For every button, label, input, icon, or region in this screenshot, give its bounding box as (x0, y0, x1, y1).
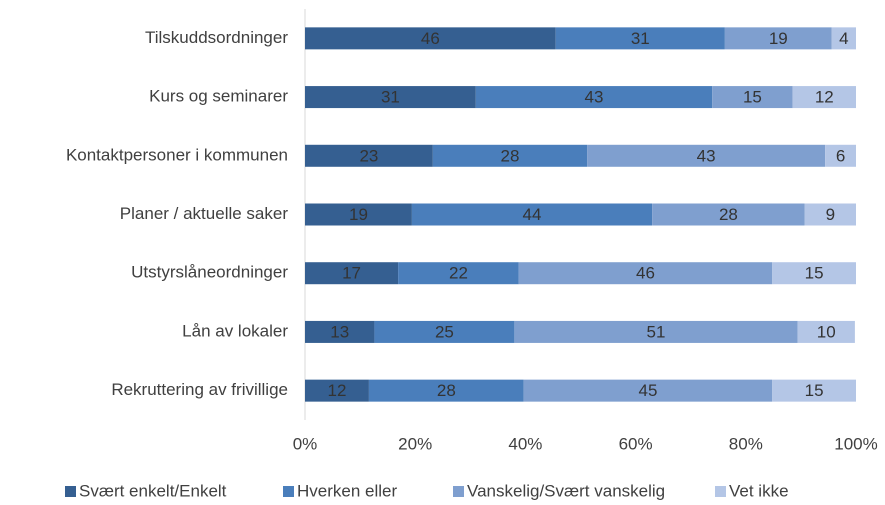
legend-label: Svært enkelt/Enkelt (79, 481, 227, 500)
bar-segment (374, 320, 515, 343)
data-label: 10 (817, 322, 836, 341)
bar-segment (305, 320, 375, 343)
data-label: 43 (697, 146, 716, 165)
bar-segment (411, 203, 653, 226)
x-tick-label: 20% (398, 434, 432, 453)
x-tick-label: 80% (729, 434, 763, 453)
data-label: 12 (815, 88, 834, 107)
y-tick-label: Rekruttering av frivillige (111, 380, 288, 399)
data-label: 22 (449, 264, 468, 283)
data-label: 28 (719, 205, 738, 224)
x-tick-label: 60% (619, 434, 653, 453)
bar-segment (523, 379, 773, 402)
bar-segment (305, 203, 412, 226)
data-label: 44 (523, 205, 542, 224)
data-label: 15 (805, 381, 824, 400)
x-tick-label: 100% (834, 434, 877, 453)
bar-segment (831, 27, 856, 50)
bar-segment (724, 27, 832, 50)
data-label: 9 (826, 205, 835, 224)
bar-segment (475, 86, 713, 109)
legend-label: Hverken eller (297, 481, 397, 500)
data-label: 28 (437, 381, 456, 400)
bar-segment (305, 27, 556, 50)
data-label: 19 (769, 29, 788, 48)
bar-segment (305, 262, 399, 285)
data-label: 46 (636, 264, 655, 283)
data-label: 31 (631, 29, 650, 48)
bar-segment (804, 203, 856, 226)
data-label: 45 (639, 381, 658, 400)
y-tick-label: Kontaktpersoner i kommunen (66, 145, 288, 164)
data-label: 17 (342, 264, 361, 283)
bar-segment (772, 379, 856, 402)
data-label: 4 (839, 29, 848, 48)
bar-segment (398, 262, 519, 285)
x-tick-label: 0% (293, 434, 318, 453)
legend-swatch (715, 486, 726, 497)
bar-segment (712, 86, 793, 109)
y-tick-label: Utstyrslåneordninger (131, 263, 288, 282)
data-label: 28 (501, 146, 520, 165)
data-label: 51 (647, 322, 666, 341)
bar-segment (432, 144, 588, 167)
bar-segment (514, 320, 798, 343)
bar-segment (652, 203, 805, 226)
bar-segment (555, 27, 725, 50)
legend-swatch (283, 486, 294, 497)
data-label: 25 (435, 322, 454, 341)
data-label: 15 (805, 264, 824, 283)
bar-segment (518, 262, 773, 285)
y-tick-label: Tilskuddsordninger (145, 28, 288, 47)
data-label: 6 (836, 146, 845, 165)
x-tick-label: 40% (508, 434, 542, 453)
legend-swatch (453, 486, 464, 497)
data-label: 12 (327, 381, 346, 400)
bar-segment (305, 86, 476, 109)
bar-segment (797, 320, 855, 343)
bar-segment (368, 379, 524, 402)
data-label: 23 (359, 146, 378, 165)
bar-segment (772, 262, 856, 285)
bar-segment (792, 86, 856, 109)
data-label: 31 (381, 88, 400, 107)
bar-segment (587, 144, 826, 167)
legend-label: Vanskelig/Svært vanskelig (467, 481, 665, 500)
data-label: 19 (349, 205, 368, 224)
data-label: 15 (743, 88, 762, 107)
legend-label: Vet ikke (729, 481, 789, 500)
data-label: 13 (330, 322, 349, 341)
bar-segment (825, 144, 856, 167)
bar-segment (305, 379, 369, 402)
legend-swatch (65, 486, 76, 497)
bar-segment (305, 144, 433, 167)
y-tick-label: Lån av lokaler (182, 321, 288, 340)
data-label: 46 (421, 29, 440, 48)
y-tick-label: Planer / aktuelle saker (120, 204, 289, 223)
data-label: 43 (585, 88, 604, 107)
y-tick-label: Kurs og seminarer (149, 87, 288, 106)
